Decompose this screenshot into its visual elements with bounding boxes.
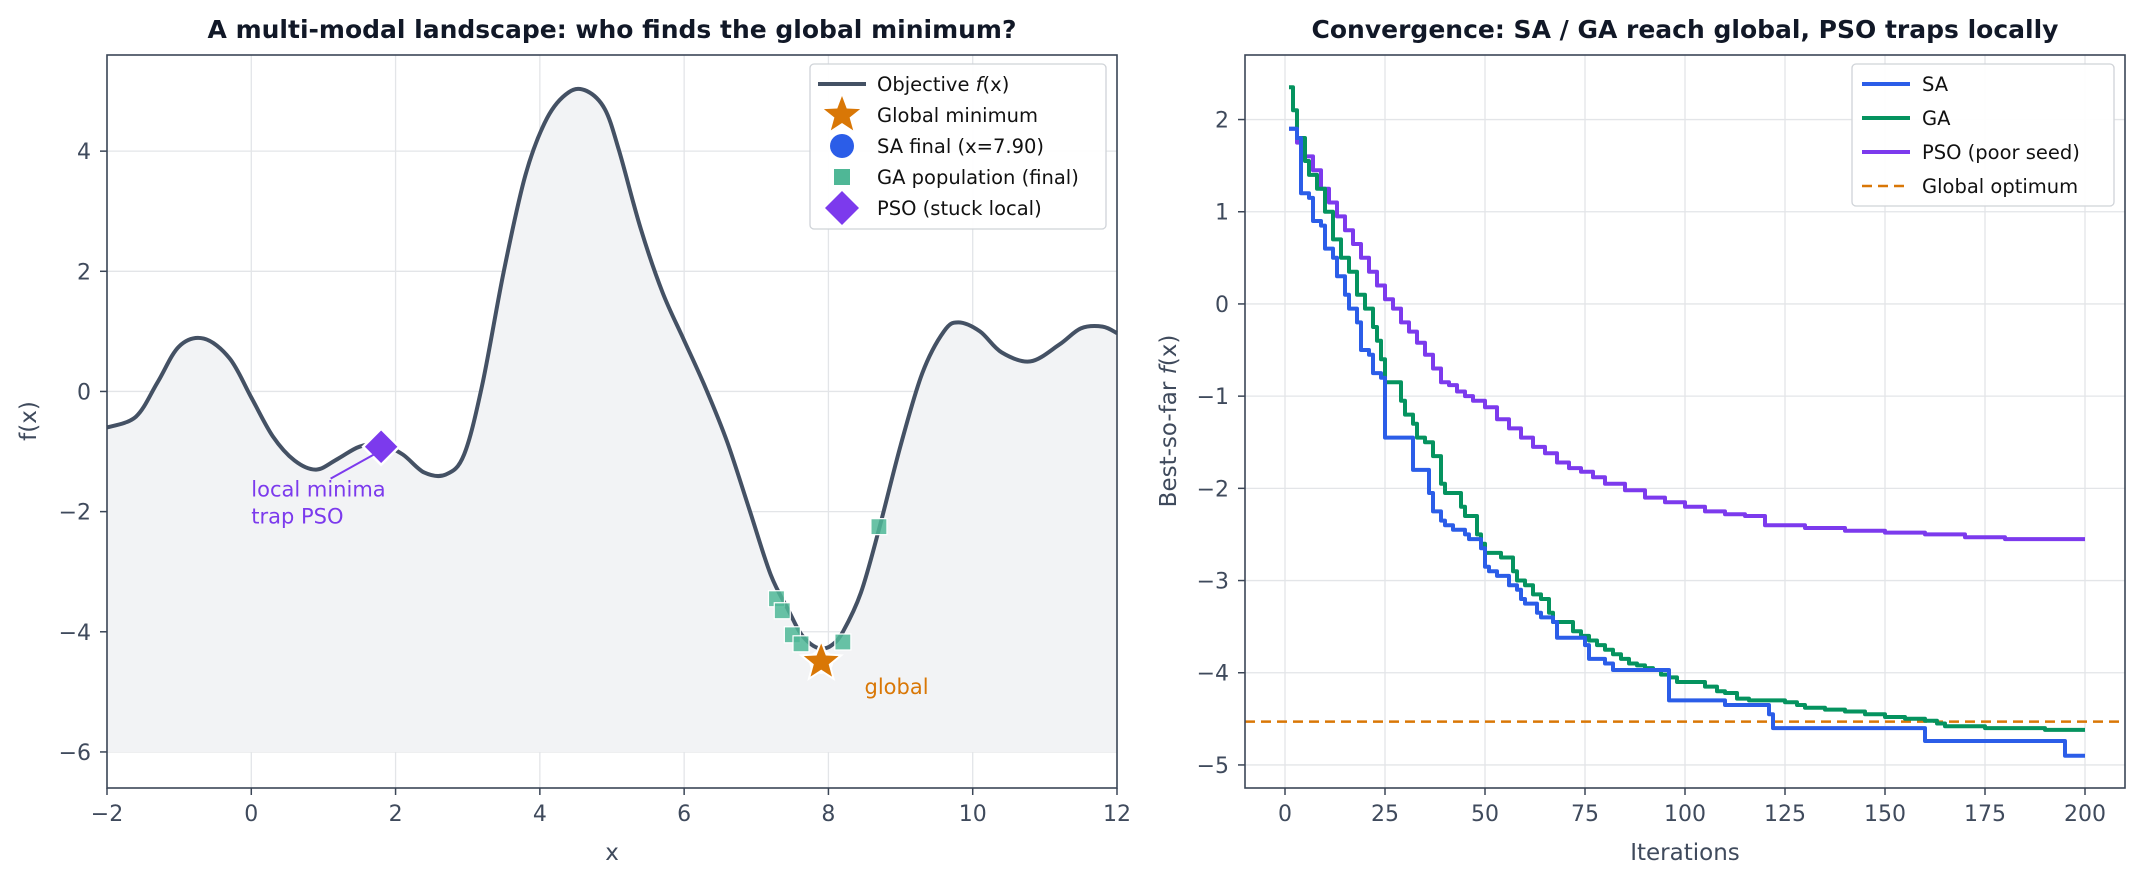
right-y-tick-label: −4 (1197, 662, 1229, 687)
left-y-tick-label: 0 (77, 380, 91, 405)
right-y-label-prefix: Best-so-far (1156, 374, 1182, 507)
global-minimum-star (798, 638, 844, 682)
right-x-tick-label: 0 (1278, 802, 1292, 827)
right-y-label-suffix: (x) (1156, 335, 1182, 367)
right-legend-box (1851, 63, 2115, 207)
right-x-tick-label: 50 (1471, 802, 1499, 827)
right-chart: 0 25 50 75 100 125 150 175 200 −5 −4 −3 −2 −1 0 1 2 Conv… (1156, 15, 2126, 866)
pso-convergence-line (1289, 126, 2085, 542)
left-legend-box (809, 63, 1107, 230)
legend-label: Objective f(x) (877, 73, 1009, 96)
right-x-tick-label: 100 (1664, 802, 1706, 827)
right-x-tick-label: 150 (1864, 802, 1906, 827)
right-legend: SA GA PSO (poor seed) Global optimum (1851, 63, 2115, 207)
right-x-axis-label: Iterations (1630, 840, 1740, 866)
right-y-tick-label: −2 (1197, 477, 1229, 502)
right-y-tick-label: 0 (1215, 293, 1229, 318)
right-ticks: 0 25 50 75 100 125 150 175 200 −5 −4 −3 −2 −1 0 1 2 (1197, 109, 2106, 827)
right-y-tick-label: −1 (1197, 385, 1229, 410)
left-x-tick-label: 4 (533, 802, 547, 827)
right-y-axis-label: Best-so-far f(x) (1156, 335, 1182, 508)
left-axes-frame (106, 54, 1118, 789)
right-legend-label: GA (1922, 107, 1951, 130)
left-y-axis-label: f(x) (16, 401, 42, 441)
global-annotation-text: global (865, 675, 929, 699)
left-x-tick-label: 10 (959, 802, 987, 827)
right-x-tick-label: 200 (2064, 802, 2106, 827)
sa-convergence-line (1289, 126, 2085, 758)
left-y-tick-label: 4 (77, 140, 91, 165)
left-x-tick-label: 0 (244, 802, 258, 827)
left-x-tick-label: −2 (91, 802, 123, 827)
legend-ga-square (834, 169, 850, 185)
right-x-tick-label: 75 (1571, 802, 1599, 827)
right-legend-label: SA (1922, 73, 1949, 96)
legend-label-part: f (976, 73, 986, 96)
left-annotations: local minima trap PSO global (251, 453, 929, 699)
legend-pso-diamond (825, 191, 859, 225)
legend-label: SA final (x=7.90) (877, 135, 1044, 158)
pso-annotation-text: trap PSO (251, 505, 343, 529)
left-x-axis-label: x (605, 840, 619, 866)
left-chart-title: A multi-modal landscape: who finds the g… (208, 15, 1017, 44)
pso-annotation-arrow (330, 453, 375, 480)
pso-annotation-text: local minima (251, 478, 385, 502)
ga-convergence-line (1289, 85, 2085, 732)
left-y-tick-label: −4 (59, 621, 91, 646)
ga-population-marker (834, 633, 852, 651)
left-chart: local minima trap PSO global −2 0 2 4 6 8 10 12 −6… (16, 15, 1131, 866)
legend-sa-circle (830, 134, 854, 158)
objective-curve (106, 86, 1118, 651)
left-x-tick-label: 6 (677, 802, 691, 827)
left-y-tick-label: −2 (59, 501, 91, 526)
ga-population-marker (773, 602, 791, 620)
right-legend-label: PSO (poor seed) (1922, 141, 2080, 164)
right-x-tick-label: 125 (1764, 802, 1806, 827)
right-y-label-italic: f (1156, 363, 1182, 374)
right-x-tick-label: 25 (1371, 802, 1399, 827)
left-x-tick-label: 12 (1103, 802, 1131, 827)
right-series-lines (1245, 85, 2125, 758)
legend-label: PSO (stuck local) (877, 197, 1042, 220)
left-y-tick-label: 2 (77, 260, 91, 285)
ga-population-marker (792, 635, 810, 653)
legend-label: Global minimum (877, 104, 1038, 127)
right-y-tick-label: 2 (1215, 109, 1229, 134)
left-y-tick-label: −6 (59, 741, 91, 766)
right-y-tick-label: −5 (1197, 754, 1229, 779)
right-y-tick-label: 1 (1215, 201, 1229, 226)
right-legend-label: Global optimum (1922, 175, 2078, 198)
ga-population-marker (870, 518, 888, 536)
right-chart-title: Convergence: SA / GA reach global, PSO t… (1312, 15, 2059, 44)
left-x-tick-label: 2 (389, 802, 403, 827)
right-y-tick-label: −3 (1197, 570, 1229, 595)
left-legend: Objective f(x) Global minimum SA final (x=… (809, 63, 1107, 230)
right-x-tick-label: 175 (1964, 802, 2006, 827)
left-x-tick-label: 8 (821, 802, 835, 827)
legend-label: GA population (final) (877, 166, 1079, 189)
left-ticks: −2 0 2 4 6 8 10 12 −6 −4 −2 0 2 4 (59, 140, 1131, 827)
legend-label-part: Objective (877, 73, 976, 96)
legend-global-star (823, 96, 861, 131)
legend-label-part: (x) (983, 73, 1010, 96)
